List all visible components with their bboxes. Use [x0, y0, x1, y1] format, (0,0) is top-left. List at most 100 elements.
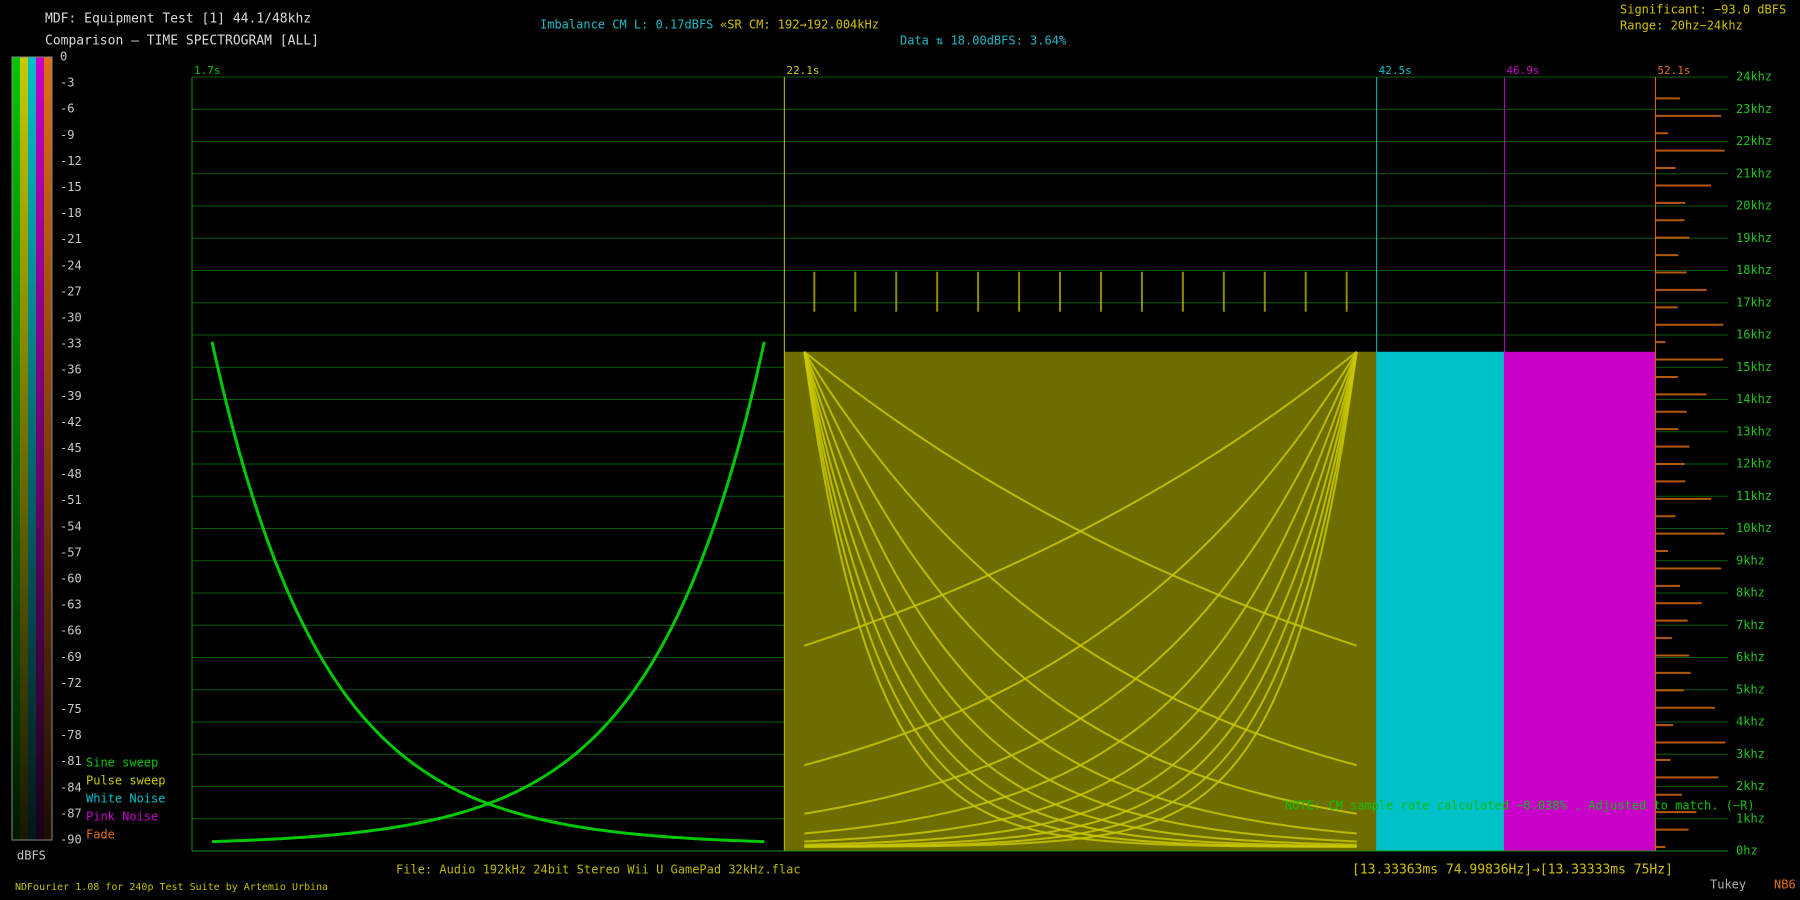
y-tick-label: 24khz — [1736, 70, 1772, 84]
y-tick-label: 14khz — [1736, 392, 1772, 406]
colorbar-tick-label: 0 — [60, 50, 67, 64]
y-tick-label: 19khz — [1736, 231, 1772, 245]
file-name: File: Audio 192kHz 24bit Stereo Wii U Ga… — [396, 863, 801, 877]
y-tick-label: 21khz — [1736, 166, 1772, 180]
colorbar-tick-label: -45 — [60, 441, 82, 455]
y-tick-label: 15khz — [1736, 360, 1772, 374]
colorbar-tick-label: -27 — [60, 284, 82, 298]
colorbar-tick-label: -63 — [60, 598, 82, 612]
colorbar-tick-label: -30 — [60, 311, 82, 325]
colorbar-tick-label: -3 — [60, 76, 74, 90]
colorbar-tick-label: -69 — [60, 650, 82, 664]
colorbar-tick-label: -6 — [60, 102, 74, 116]
legend-entry: White Noise — [86, 792, 165, 806]
pulse-sweep-trace — [804, 351, 1358, 843]
colorbar-tick-label: -12 — [60, 154, 82, 168]
colorbar-tick-label: -36 — [60, 363, 82, 377]
legend-entry: Pulse sweep — [86, 774, 165, 788]
sine-sweep-trace — [211, 341, 766, 844]
pulse-sweep-trace — [804, 351, 1358, 846]
colorbar-label: dBFS — [17, 849, 46, 863]
colorbar-tick-label: -66 — [60, 624, 82, 638]
colorbar-tick-label: -48 — [60, 467, 82, 481]
y-tick-label: 3khz — [1736, 747, 1765, 761]
sample-rate: «SR CM: 192→192.004kHz — [720, 18, 879, 32]
y-tick-label: 9khz — [1736, 553, 1765, 567]
mode: NB6 — [1774, 878, 1796, 892]
legend-entry: Sine sweep — [86, 756, 158, 770]
y-tick-label: 18khz — [1736, 263, 1772, 277]
colorbar-tick-label: -84 — [60, 780, 82, 794]
colorbar-tick-label: -9 — [60, 128, 74, 142]
window: Tukey — [1710, 878, 1746, 892]
pulse-sweep-trace — [804, 351, 1358, 815]
significant: Significant: −93.0 dBFS — [1620, 3, 1786, 17]
pulse-sweep-trace — [804, 351, 1358, 835]
colorbar-tick-label: -57 — [60, 545, 82, 559]
pulse-sweep-trace — [804, 351, 1358, 848]
colorbar-column — [36, 57, 44, 840]
y-tick-label: 22khz — [1736, 134, 1772, 148]
y-tick-label: 7khz — [1736, 618, 1765, 632]
colorbar-tick-label: -72 — [60, 676, 82, 690]
y-tick-label: 0hz — [1736, 844, 1758, 858]
colorbar-tick-label: -21 — [60, 232, 82, 246]
y-tick-label: 5khz — [1736, 682, 1765, 696]
colorbar-tick-label: -75 — [60, 702, 82, 716]
colorbar-tick-label: -51 — [60, 493, 82, 507]
colorbar-column — [28, 57, 36, 840]
y-tick-label: 12khz — [1736, 457, 1772, 471]
colorbar-frame — [11, 56, 53, 841]
noise-band — [1504, 351, 1656, 851]
y-tick-label: 6khz — [1736, 650, 1765, 664]
colorbar-tick-label: -18 — [60, 206, 82, 220]
colorbar-tick-label: -90 — [60, 833, 82, 847]
range: Range: 20hz−24khz — [1620, 19, 1743, 33]
y-tick-label: 11khz — [1736, 489, 1772, 503]
colorbar-tick-label: -87 — [60, 806, 82, 820]
frame-info: [13.33363ms 74.99836Hz]→[13.33333ms 75Hz… — [1352, 863, 1673, 878]
y-tick-label: 10khz — [1736, 521, 1772, 535]
segment-label: 46.9s — [1506, 64, 1539, 77]
colorbar-tick-label: -60 — [60, 572, 82, 586]
y-tick-label: 4khz — [1736, 715, 1765, 729]
colorbar-tick-label: -33 — [60, 337, 82, 351]
y-tick-label: 2khz — [1736, 779, 1765, 793]
y-tick-label: 20khz — [1736, 199, 1772, 213]
segment-label: 42.5s — [1379, 64, 1412, 77]
y-tick-label: 16khz — [1736, 328, 1772, 342]
title: MDF: Equipment Test [1] 44.1/48khz — [45, 12, 311, 27]
segment-label: 52.1s — [1657, 64, 1690, 77]
colorbar-column — [20, 57, 28, 840]
segment-label: 1.7s — [194, 64, 221, 77]
pulse-sweep-band — [784, 351, 1377, 851]
pulse-sweep-trace — [804, 351, 1358, 767]
y-tick-label: 1khz — [1736, 811, 1765, 825]
imbalance: Imbalance CM L: 0.17dBFS — [540, 18, 713, 32]
data-info: Data ⇅ 18.00dBFS: 3.64% — [900, 34, 1067, 48]
noise-band — [1376, 351, 1505, 851]
plot-area: 0hz 1khz 2khz 3khz 4khz 5khz 6khz 7khz 8khz 9khz 1… — [191, 64, 1772, 858]
segment-label: 22.1s — [786, 64, 819, 77]
y-tick-label: 8khz — [1736, 586, 1765, 600]
colorbar-tick-label: -81 — [60, 754, 82, 768]
y-tick-label: 23khz — [1736, 102, 1772, 116]
credits: NDFourier 1.08 for 240p Test Suite by Ar… — [15, 882, 328, 893]
legend-entry: Pink Noise — [86, 810, 158, 824]
colorbar-column — [44, 57, 52, 840]
pulse-sweep-trace — [804, 351, 1358, 848]
y-tick-label: 13khz — [1736, 424, 1772, 438]
note: NOTE: CM sample rate calculated −0.038% … — [1285, 799, 1755, 813]
subtitle: Comparison — TIME SPECTROGRAM [ALL] — [45, 34, 319, 49]
colorbar-tick-label: -15 — [60, 180, 82, 194]
legend-entry: Fade — [86, 828, 115, 842]
y-tick-label: 17khz — [1736, 295, 1772, 309]
colorbar-tick-label: -42 — [60, 415, 82, 429]
colorbar-tick-label: -24 — [60, 258, 82, 272]
colorbar-tick-label: -54 — [60, 519, 82, 533]
colorbar-tick-label: -39 — [60, 389, 82, 403]
colorbar-tick-label: -78 — [60, 728, 82, 742]
colorbar-column — [12, 57, 20, 840]
